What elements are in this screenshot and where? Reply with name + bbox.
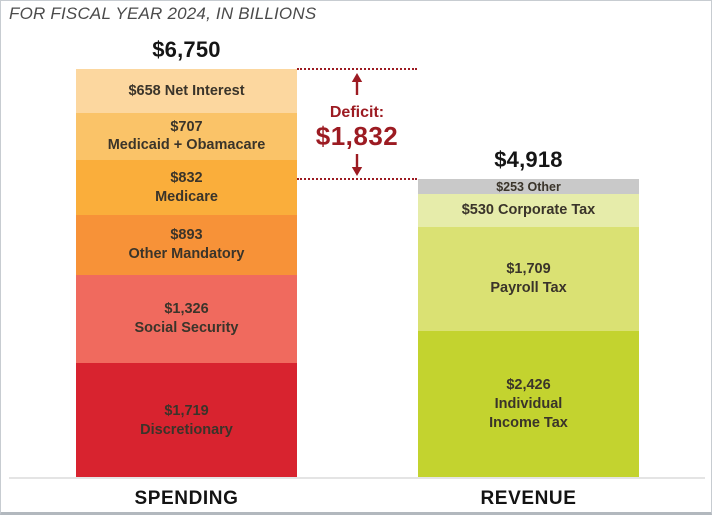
bar-segment: $2,426 Individual Income Tax xyxy=(418,330,639,478)
bar-segment: $1,709 Payroll Tax xyxy=(418,226,639,331)
segment-label: $1,719 Discretionary xyxy=(140,402,233,438)
bar-segment: $253 Other xyxy=(418,179,639,195)
bar-segment: $707 Medicaid + Obamacare xyxy=(76,112,297,160)
chart-title: FOR FISCAL YEAR 2024, IN BILLIONS xyxy=(9,4,317,23)
deficit-annotation: Deficit: $1,832 xyxy=(297,68,417,180)
segment-label: $530 Corporate Tax xyxy=(461,202,596,219)
segment-label: $1,326 Social Security xyxy=(134,301,239,337)
revenue-bar: $253 Other $530 Corporate Tax $1,709 Payrol… xyxy=(418,179,639,478)
segment-label: $893 Other Mandatory xyxy=(128,227,245,263)
bar-segment: $1,326 Social Security xyxy=(76,275,297,364)
segment-label: $707 Medicaid + Obamacare xyxy=(107,118,266,154)
baseline-rule xyxy=(9,477,705,479)
bar-segment: $893 Other Mandatory xyxy=(76,215,297,275)
deficit-arrow-up-icon xyxy=(351,73,363,95)
segment-label: $832 Medicare xyxy=(155,169,218,205)
spending-bar: $658 Net Interest $707 Medicaid + Obamacar… xyxy=(76,69,297,478)
revenue-axis-label: REVENUE xyxy=(480,488,577,509)
segment-label: $253 Other xyxy=(496,179,561,194)
deficit-arrow-down-icon xyxy=(351,153,363,176)
deficit-value: $1,832 xyxy=(315,121,399,152)
bar-segment: $832 Medicare xyxy=(76,160,297,216)
bar-segment: $530 Corporate Tax xyxy=(418,194,639,227)
bar-segment: $1,719 Discretionary xyxy=(76,363,297,478)
spending-total-label: $6,750 xyxy=(152,37,221,62)
deficit-label: Deficit: xyxy=(329,104,385,122)
spending-axis-label: SPENDING xyxy=(134,488,239,509)
bar-segment: $658 Net Interest xyxy=(76,69,297,113)
segment-label: $2,426 Individual Income Tax xyxy=(489,376,568,431)
segment-label: $658 Net Interest xyxy=(128,82,245,99)
segment-label: $1,709 Payroll Tax xyxy=(490,260,567,296)
revenue-total-label: $4,918 xyxy=(494,147,563,172)
